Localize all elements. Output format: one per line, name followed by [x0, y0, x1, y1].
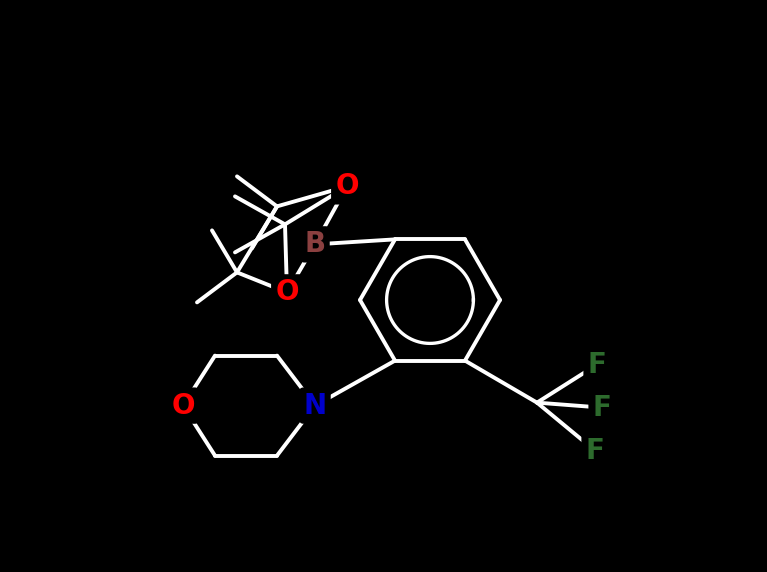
Text: O: O — [335, 172, 359, 200]
Text: F: F — [588, 351, 607, 379]
Text: O: O — [275, 279, 299, 307]
Text: F: F — [593, 394, 611, 422]
Text: O: O — [171, 392, 195, 420]
Text: F: F — [585, 436, 604, 464]
Text: B: B — [304, 231, 325, 259]
Text: N: N — [304, 392, 327, 420]
